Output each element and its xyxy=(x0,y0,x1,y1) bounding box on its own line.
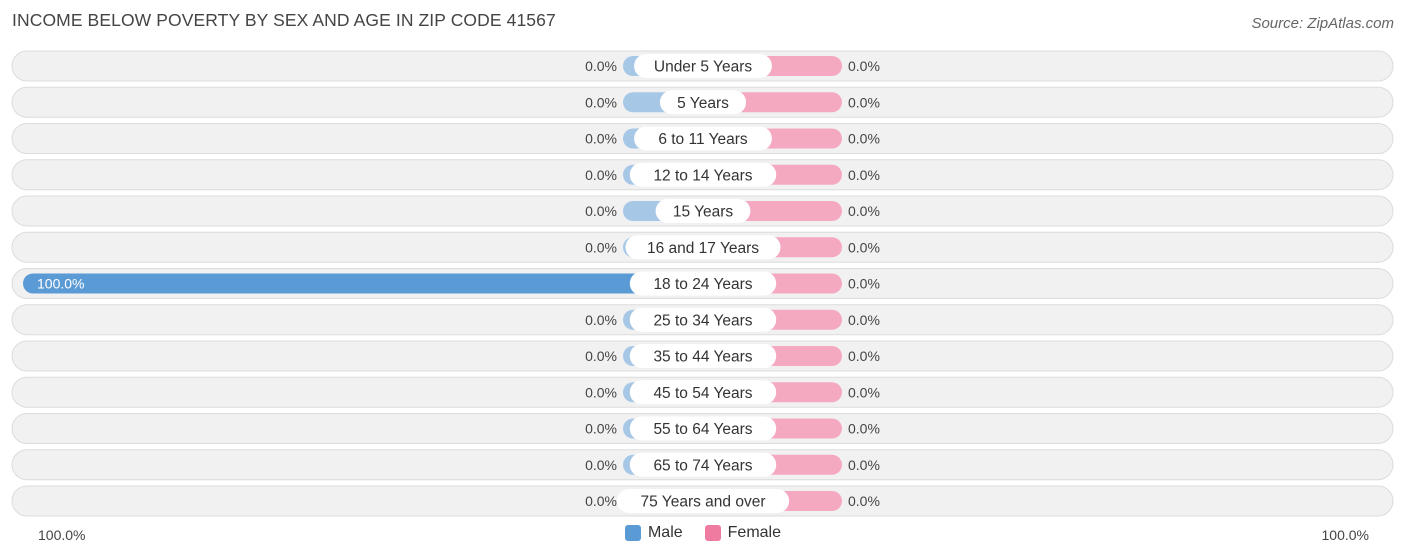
legend-item-female: Female xyxy=(704,524,782,542)
female-value-label: 0.0% xyxy=(848,348,880,364)
female-value-label: 0.0% xyxy=(848,493,880,509)
legend-swatch-male xyxy=(624,525,641,541)
male-value-label: 0.0% xyxy=(585,457,617,473)
category-label: 5 Years xyxy=(677,95,729,112)
chart-area: Under 5 Years 0.0% 0.0% 5 Years 0.0% 0.0% 6 to… xyxy=(11,50,1394,517)
category-label-bg xyxy=(629,162,777,187)
male-value-label: 0.0% xyxy=(585,348,617,364)
female-value-label: 0.0% xyxy=(848,203,880,219)
male-value-label: 0.0% xyxy=(585,421,617,437)
category-label: 65 to 74 Years xyxy=(653,457,752,474)
female-value-label: 0.0% xyxy=(848,276,880,292)
category-label-bg xyxy=(655,199,751,223)
legend-swatch-female xyxy=(704,525,721,541)
category-label: 35 to 44 Years xyxy=(653,349,752,366)
legend: Male Female xyxy=(0,524,1406,542)
category-label: 55 to 64 Years xyxy=(653,421,752,438)
male-value-label: 0.0% xyxy=(585,58,617,74)
category-label-bg xyxy=(625,235,781,260)
legend-label-male: Male xyxy=(647,524,683,541)
category-label-bg xyxy=(634,54,772,78)
female-value-label: 0.0% xyxy=(848,58,880,74)
category-label-bg xyxy=(629,344,777,368)
category-label-bg xyxy=(629,271,777,296)
category-label-bg xyxy=(629,307,777,332)
female-value-label: 0.0% xyxy=(848,167,880,183)
male-value-label: 0.0% xyxy=(585,203,617,219)
female-value-label: 0.0% xyxy=(848,239,880,255)
category-label: 16 and 17 Years xyxy=(647,240,759,257)
male-value-label: 0.0% xyxy=(585,131,617,147)
category-label: 75 Years and over xyxy=(641,494,766,511)
category-label: 25 to 34 Years xyxy=(653,312,752,329)
female-value-label: 0.0% xyxy=(848,312,880,328)
female-value-label: 0.0% xyxy=(848,384,880,400)
legend-label-female: Female xyxy=(727,524,782,541)
male-value-label: 0.0% xyxy=(585,312,617,328)
male-value-label: 100.0% xyxy=(37,276,84,292)
male-value-label: 0.0% xyxy=(585,493,617,509)
legend-item-male: Male xyxy=(624,524,683,542)
category-label: 15 Years xyxy=(673,204,734,221)
category-label-bg xyxy=(634,126,772,151)
female-value-label: 0.0% xyxy=(848,94,880,110)
male-value-label: 0.0% xyxy=(585,167,617,183)
male-value-label: 0.0% xyxy=(585,94,617,110)
source-label: Source: ZipAtlas.com xyxy=(1251,15,1394,32)
female-value-label: 0.0% xyxy=(848,457,880,473)
male-value-label: 0.0% xyxy=(585,384,617,400)
axis-left-label: 100.0% xyxy=(38,527,86,543)
male-bar xyxy=(23,273,703,294)
category-label: 45 to 54 Years xyxy=(653,385,752,402)
female-value-label: 0.0% xyxy=(848,421,880,437)
category-label: 12 to 14 Years xyxy=(653,167,752,184)
female-value-label: 0.0% xyxy=(848,131,880,147)
axis-right-label: 100.0% xyxy=(1321,527,1369,543)
category-label: 6 to 11 Years xyxy=(658,131,748,148)
category-label-bg xyxy=(629,452,777,477)
category-label-bg xyxy=(629,380,777,405)
male-value-label: 0.0% xyxy=(585,239,617,255)
category-label: 18 to 24 Years xyxy=(653,276,752,293)
category-label-bg xyxy=(659,90,747,115)
category-label-bg xyxy=(616,489,790,513)
category-label-bg xyxy=(629,416,777,441)
chart-title: INCOME BELOW POVERTY BY SEX AND AGE IN Z… xyxy=(12,10,556,30)
category-label: Under 5 Years xyxy=(654,59,752,76)
